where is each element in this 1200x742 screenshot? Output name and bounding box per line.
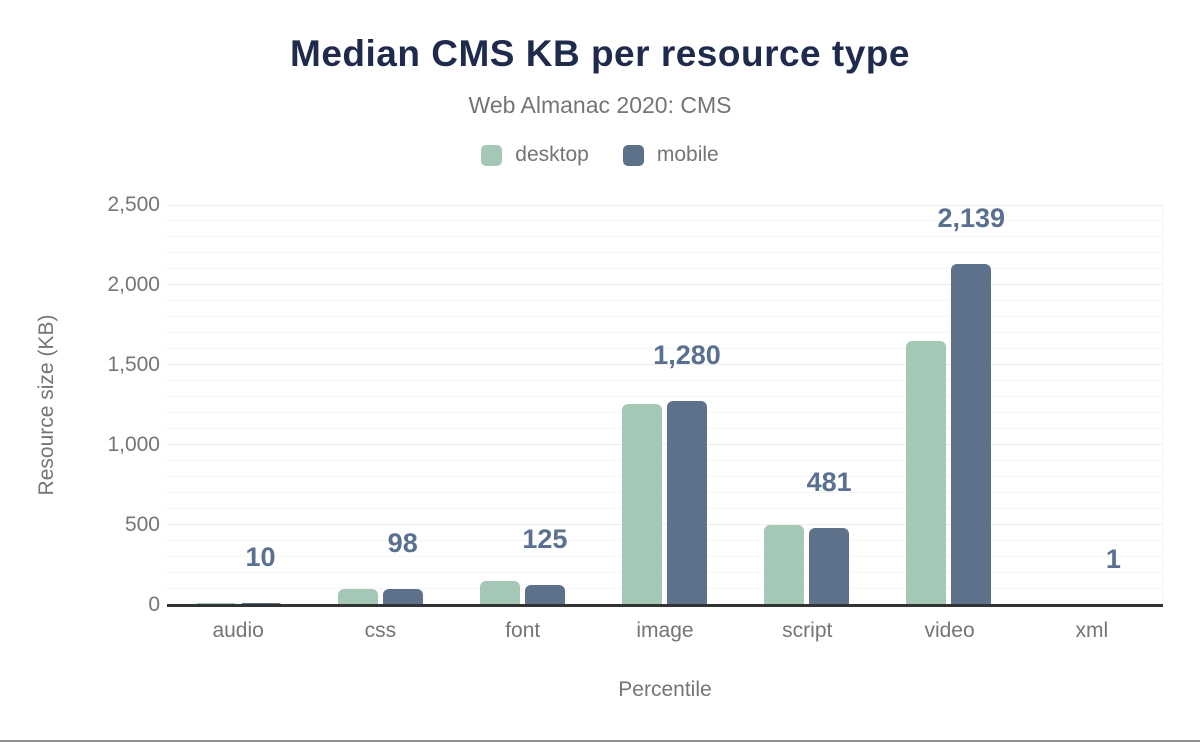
y-tick-label-500: 500: [124, 513, 160, 536]
category-group-script: 481: [736, 206, 878, 605]
y-tick-label-0: 0: [148, 593, 160, 616]
x-category-label-video: video: [924, 619, 975, 642]
data-label-audio: 10: [245, 542, 276, 573]
bars-container: 10 98 125 1,280 481 2,139 1: [167, 204, 1162, 605]
category-group-video: 2,139: [878, 204, 1020, 605]
category-group-css: 98: [309, 206, 451, 605]
x-category-label-image: image: [636, 619, 694, 642]
x-category-label-xml: xml: [1075, 619, 1109, 642]
x-category-label-font: font: [505, 619, 541, 642]
bottom-border: [0, 740, 1200, 742]
data-label-xml: 1: [1105, 543, 1121, 574]
x-category-label-css: css: [364, 619, 397, 642]
legend-item-mobile[interactable]: mobile: [622, 143, 719, 167]
x-axis-line: [167, 604, 1163, 607]
category-group-audio: 10: [167, 206, 309, 605]
y-tick-label-2000: 2,000: [107, 273, 160, 296]
chart-title: Median CMS KB per resource type: [290, 33, 910, 74]
legend-label-mobile: mobile: [656, 143, 719, 166]
chart-subtitle: Web Almanac 2020: CMS: [468, 92, 732, 118]
y-tick-label-1500: 1,500: [107, 353, 160, 376]
bar-mobile-video[interactable]: 2,139: [937, 204, 1005, 605]
x-axis-title: Percentile: [618, 678, 712, 701]
bar-desktop-script[interactable]: [764, 525, 805, 605]
y-tick-label-1000: 1,000: [107, 433, 160, 456]
bar-mobile-image[interactable]: 1,280: [653, 341, 721, 605]
bar-desktop-audio[interactable]: [195, 602, 236, 605]
y-axis-title: Resource size (KB): [35, 314, 58, 496]
data-label-script: 481: [806, 467, 852, 498]
x-category-label-script: script: [782, 619, 833, 642]
bar-desktop-image[interactable]: [621, 403, 662, 605]
bar-desktop-css[interactable]: [337, 588, 378, 605]
data-label-font: 125: [522, 524, 568, 555]
y-tick-label-2500: 2,500: [107, 193, 160, 216]
x-axis-labels: audio css font image script video xml: [167, 619, 1163, 643]
bar-desktop-video[interactable]: [906, 340, 947, 605]
legend-swatch-mobile-icon: [622, 144, 644, 166]
data-label-image: 1,280: [653, 339, 721, 370]
data-label-css: 98: [387, 528, 418, 559]
bar-desktop-font[interactable]: [479, 580, 520, 605]
category-group-xml: 1: [1020, 206, 1162, 605]
legend: desktop mobile: [0, 143, 1200, 167]
category-group-image: 1,280: [593, 206, 735, 605]
x-category-label-audio: audio: [212, 619, 264, 642]
legend-label-desktop: desktop: [515, 143, 589, 166]
data-label-video: 2,139: [937, 202, 1006, 233]
category-group-font: 125: [451, 206, 593, 605]
legend-item-desktop[interactable]: desktop: [481, 143, 589, 167]
bar-mobile-css[interactable]: 98: [382, 530, 423, 605]
legend-swatch-desktop-icon: [481, 144, 503, 166]
bar-mobile-font[interactable]: 125: [522, 526, 567, 605]
plot-area: 10 98 125 1,280 481 2,139 1: [167, 204, 1163, 605]
bar-mobile-script[interactable]: 481: [807, 469, 852, 605]
